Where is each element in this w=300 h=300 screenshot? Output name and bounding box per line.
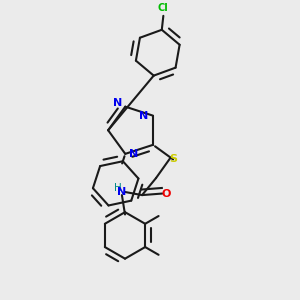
Text: N: N <box>139 111 148 121</box>
Text: Cl: Cl <box>158 3 169 13</box>
Text: N: N <box>113 98 122 108</box>
Text: H: H <box>114 183 122 193</box>
Text: N: N <box>117 187 127 197</box>
Text: N: N <box>129 149 139 159</box>
Text: S: S <box>169 154 177 164</box>
Text: O: O <box>161 188 171 199</box>
